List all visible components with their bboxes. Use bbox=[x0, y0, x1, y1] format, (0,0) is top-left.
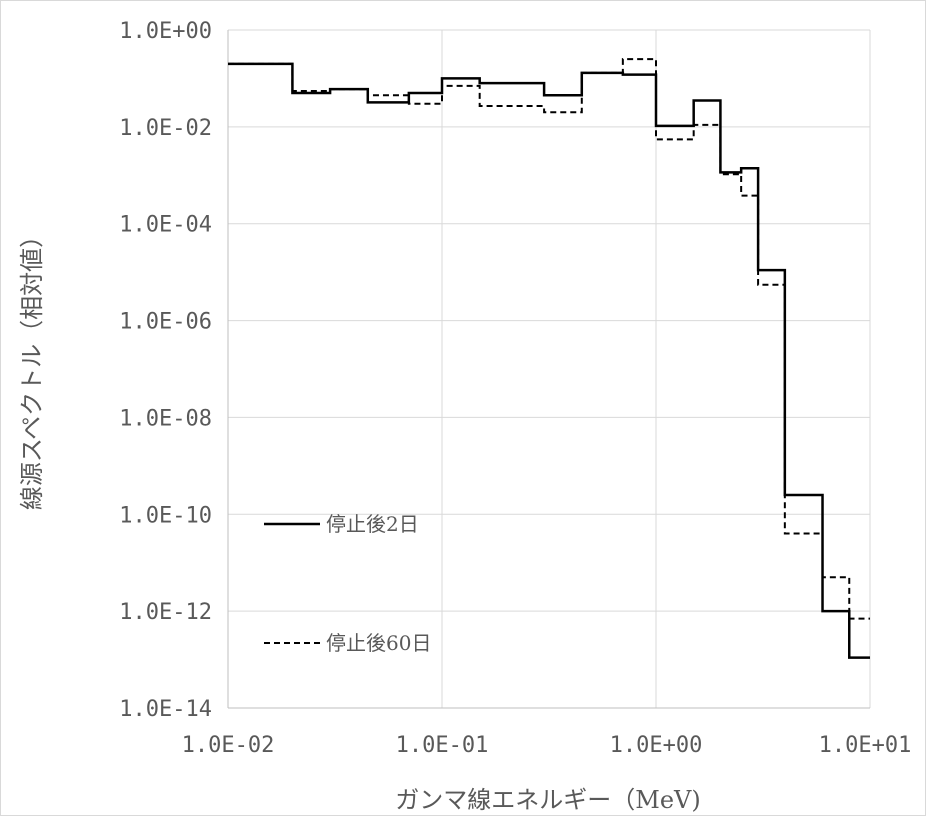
legend: 停止後2日 停止後60日 bbox=[264, 512, 431, 655]
y-tick-label: 1.0E-04 bbox=[119, 213, 212, 238]
y-tick-label: 1.0E-06 bbox=[119, 310, 212, 335]
legend-label-series-2: 停止後60日 bbox=[326, 631, 431, 655]
y-tick-label: 1.0E-02 bbox=[119, 116, 212, 141]
x-axis-title: ガンマ線エネルギー（MeV) bbox=[395, 786, 700, 814]
series-layer bbox=[228, 58, 870, 659]
x-tick-label: 1.0E+01 bbox=[819, 733, 912, 758]
y-tick-label: 1.0E-14 bbox=[119, 697, 212, 722]
y-axis-title: 線源スペクトル（相対値） bbox=[18, 224, 46, 510]
series-line-1 bbox=[228, 62, 870, 659]
x-tick-label: 1.0E+00 bbox=[610, 733, 703, 758]
y-tick-label: 1.0E+00 bbox=[119, 19, 212, 44]
x-tick-label: 1.0E-02 bbox=[182, 733, 275, 758]
x-tick-labels: 1.0E-02 1.0E-01 1.0E+00 1.0E+01 bbox=[182, 733, 912, 758]
y-tick-label: 1.0E-12 bbox=[119, 600, 212, 625]
legend-label-series-1: 停止後2日 bbox=[326, 512, 419, 536]
y-tick-label: 1.0E-08 bbox=[119, 406, 212, 431]
y-gridlines bbox=[228, 29, 870, 612]
series-line-2 bbox=[228, 58, 870, 620]
y-tick-label: 1.0E-10 bbox=[119, 503, 212, 528]
x-tick-label: 1.0E-01 bbox=[396, 733, 489, 758]
y-tick-labels: 1.0E+00 1.0E-02 1.0E-04 1.0E-06 1.0E-08 1.0E-… bbox=[119, 19, 212, 722]
x-gridlines bbox=[441, 30, 871, 708]
